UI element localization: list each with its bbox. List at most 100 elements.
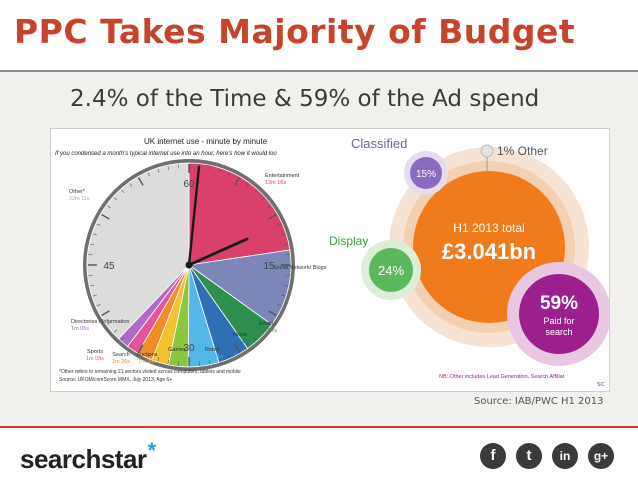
clock-tick-19 xyxy=(277,304,282,307)
logo-asterisk: * xyxy=(147,438,157,463)
search-bubble xyxy=(519,274,599,354)
clock-tick-40 xyxy=(101,310,110,317)
display-bubble xyxy=(369,248,413,292)
clock-tick-20 xyxy=(268,310,277,317)
footer: searchstar* f t in g+ xyxy=(0,426,638,479)
clock-numeral-0: 60 xyxy=(183,179,195,190)
pie-value-8: 1m 08s xyxy=(86,356,104,362)
facebook-icon[interactable]: f xyxy=(480,443,506,469)
clock-tick-57 xyxy=(157,168,160,173)
chart-image: UK internet use - minute by minute If yo… xyxy=(55,136,611,388)
clock-tick-9 xyxy=(267,205,271,209)
pie-label-10: Other* xyxy=(69,189,86,195)
bubble-note-tail: SC xyxy=(597,382,605,388)
clock-tick-21 xyxy=(267,321,271,325)
pie-value-9: 1m 05s xyxy=(71,326,89,332)
search-label-line2: search xyxy=(545,327,572,337)
clock-tick-10 xyxy=(268,213,277,220)
pie-label-6: Auctions xyxy=(136,352,157,358)
clock-chart-subtitle: If you condensed a month's typical inter… xyxy=(55,151,277,157)
pie-value-4: 2m 51s xyxy=(205,354,223,360)
twitter-icon[interactable]: t xyxy=(516,443,542,469)
pie-label-4: Retail xyxy=(205,347,219,353)
search-label-line1: Paid for xyxy=(543,316,574,326)
bubble-chart: H1 2013 total £3.041bn 15% Classified 1% Oth… xyxy=(329,136,611,366)
display-percent: 24% xyxy=(378,263,404,278)
pie-label-3: News xyxy=(233,332,247,338)
pie-value-2: 3m 07s xyxy=(259,328,277,334)
google-plus-icon[interactable]: g+ xyxy=(588,443,614,469)
clock-tick-3 xyxy=(218,168,221,173)
clock-tick-55 xyxy=(137,177,144,186)
clock-tick-24 xyxy=(245,343,249,347)
clock-numeral-1: 15 xyxy=(263,261,275,272)
other-label: 1% Other xyxy=(497,144,548,158)
clock-tick-42 xyxy=(92,294,97,297)
clock-tick-37 xyxy=(121,336,125,341)
total-label: H1 2013 total xyxy=(453,221,524,235)
clock-tick-32 xyxy=(167,359,170,364)
clock-tick-52 xyxy=(113,197,118,201)
clock-center xyxy=(185,261,193,269)
clock-tick-25 xyxy=(234,344,241,353)
clock-tick-8 xyxy=(260,197,265,201)
clock-tick-39 xyxy=(107,321,111,325)
pie-label-2: Email xyxy=(259,321,273,327)
pie-label-7: Search xyxy=(112,352,129,358)
clock-minute-hand xyxy=(187,165,201,267)
clock-tick-41 xyxy=(96,304,101,307)
clock-tick-56 xyxy=(147,172,150,177)
searchstar-logo: searchstar* xyxy=(20,438,156,475)
total-value: £3.041bn xyxy=(442,239,536,264)
linkedin-icon[interactable]: in xyxy=(552,443,578,469)
clock-tick-58 xyxy=(167,166,170,171)
clock-tick-33 xyxy=(157,357,160,362)
pie-label-9: Directories / Information xyxy=(71,319,129,325)
title-bar: PPC Takes Majority of Budget xyxy=(0,0,638,72)
pie-slice-1 xyxy=(187,249,292,326)
clock-tick-51 xyxy=(107,205,111,209)
pie-value-3: 2m 56s xyxy=(233,339,251,345)
clock-tick-35 xyxy=(137,344,144,353)
clock-tick-2 xyxy=(208,166,211,171)
pie-label-1: Social Network/ Blogs xyxy=(273,265,327,271)
slide-subtitle: 2.4% of the Time & 59% of the Ad spend xyxy=(70,86,540,112)
pie-slice-0 xyxy=(188,162,291,266)
logo-part-1: search xyxy=(20,444,101,474)
pie-label-8: Sports xyxy=(87,349,103,355)
clock-tick-28 xyxy=(208,359,211,364)
clock-tick-26 xyxy=(228,353,231,358)
clock-tick-12 xyxy=(281,233,286,236)
clock-hour-hand xyxy=(187,237,249,267)
clock-numeral-2: 30 xyxy=(183,343,195,354)
clock-tick-6 xyxy=(245,183,249,187)
source-note: Source: IAB/PWC H1 2013 xyxy=(474,396,604,407)
clock-tick-17 xyxy=(283,284,288,287)
classified-percent: 15% xyxy=(416,169,436,180)
clock-tick-13 xyxy=(283,243,288,246)
logo-part-2: star xyxy=(100,444,147,474)
pie-value-5: 1m 49s xyxy=(168,354,186,360)
clock-tick-34 xyxy=(147,353,150,358)
clock-tick-5 xyxy=(234,177,241,186)
pie-label-0: Entertainment xyxy=(265,173,300,179)
clock-tick-36 xyxy=(129,343,133,347)
pie-slice-10 xyxy=(86,162,190,340)
clock-tick-4 xyxy=(228,172,231,177)
clock-tick-47 xyxy=(90,243,95,246)
classified-label: Classified xyxy=(351,136,407,151)
clock-tick-11 xyxy=(277,223,282,226)
bubble-note: NB: Other includes Lead Generation, Sear… xyxy=(439,374,565,380)
pie-value-7: 1m 26s xyxy=(112,359,130,365)
clock-tick-49 xyxy=(96,223,101,226)
clock-numeral-3: 45 xyxy=(103,261,115,272)
chart-frame: UK internet use - minute by minute If yo… xyxy=(50,128,611,392)
pie-value-1: 7m 12s xyxy=(273,272,291,278)
search-percent: 59% xyxy=(540,293,578,314)
clock-footnote-2: Source: UKOM/comScore MMX, July 2013, Ag… xyxy=(59,377,172,383)
clock-tick-7 xyxy=(253,189,257,194)
slide-title: PPC Takes Majority of Budget xyxy=(14,12,576,51)
clock-chart-title: UK internet use - minute by minute xyxy=(144,137,268,146)
clock-tick-22 xyxy=(260,329,265,333)
display-label: Display xyxy=(329,234,368,248)
